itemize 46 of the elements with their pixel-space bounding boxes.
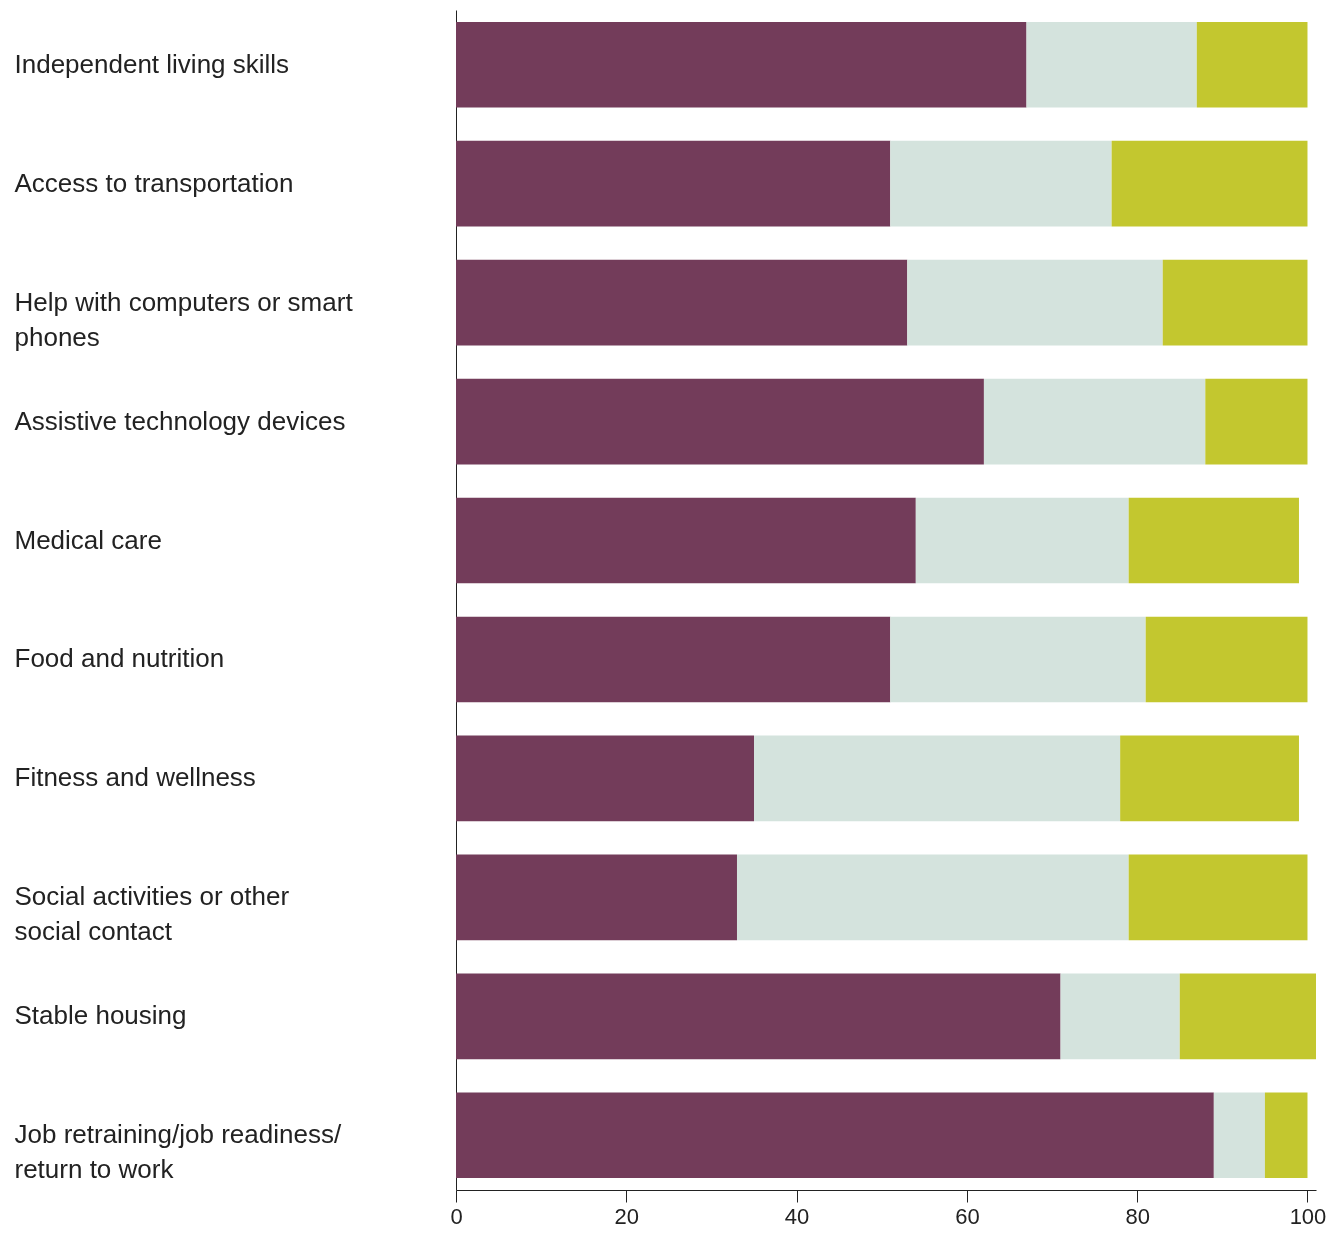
- x-tick-label: 60: [955, 1203, 980, 1229]
- bar: [456, 854, 737, 941]
- y-tick-label: Social activities or other social contact: [14, 881, 290, 947]
- bar: [1213, 1092, 1265, 1179]
- bar: [456, 378, 984, 465]
- bar: [736, 854, 1129, 941]
- bar: [1205, 378, 1308, 465]
- bar: [983, 378, 1206, 465]
- bar: [456, 735, 755, 822]
- x-tick-label: 20: [614, 1203, 640, 1229]
- bar: [1264, 1092, 1308, 1179]
- bar: [915, 497, 1129, 584]
- bar: [456, 259, 908, 346]
- bar: [456, 973, 1061, 1060]
- bar: [1111, 140, 1308, 227]
- bar: [754, 735, 1121, 822]
- bar: [456, 497, 916, 584]
- bar: [1162, 259, 1308, 346]
- y-tick-label: Assistive technology devices: [14, 405, 346, 436]
- bar: [1196, 21, 1308, 108]
- bar: [1179, 973, 1316, 1060]
- x-tick-label: 80: [1125, 1203, 1150, 1229]
- y-tick-label: Help with computers or smart phones: [14, 286, 354, 352]
- x-tick-label: 40: [784, 1203, 810, 1229]
- x-tick-label: 0: [450, 1203, 463, 1229]
- bar: [456, 140, 891, 227]
- bar: [1128, 497, 1299, 584]
- y-tick-label: Stable housing: [14, 1000, 187, 1031]
- y-tick-label: Fitness and wellness: [14, 762, 256, 793]
- y-tick-label: Job retraining/job readiness/ return to work: [14, 1119, 342, 1185]
- bar: [1026, 21, 1197, 108]
- y-tick-label: Access to transportation: [14, 167, 294, 198]
- bar: [907, 259, 1163, 346]
- bar: [1128, 854, 1308, 941]
- bar: [890, 140, 1112, 227]
- bar: [456, 21, 1027, 108]
- y-tick-label: Food and nutrition: [14, 643, 225, 674]
- y-tick-label: Independent living skills: [14, 48, 290, 79]
- y-tick-label: Medical care: [14, 524, 162, 555]
- x-tick-label: 100: [1289, 1203, 1327, 1229]
- bar: [1145, 616, 1308, 703]
- bar: [890, 616, 1146, 703]
- bar: [456, 616, 891, 703]
- bar: [1120, 735, 1299, 822]
- bar: [1060, 973, 1180, 1060]
- bar: [456, 1092, 1214, 1179]
